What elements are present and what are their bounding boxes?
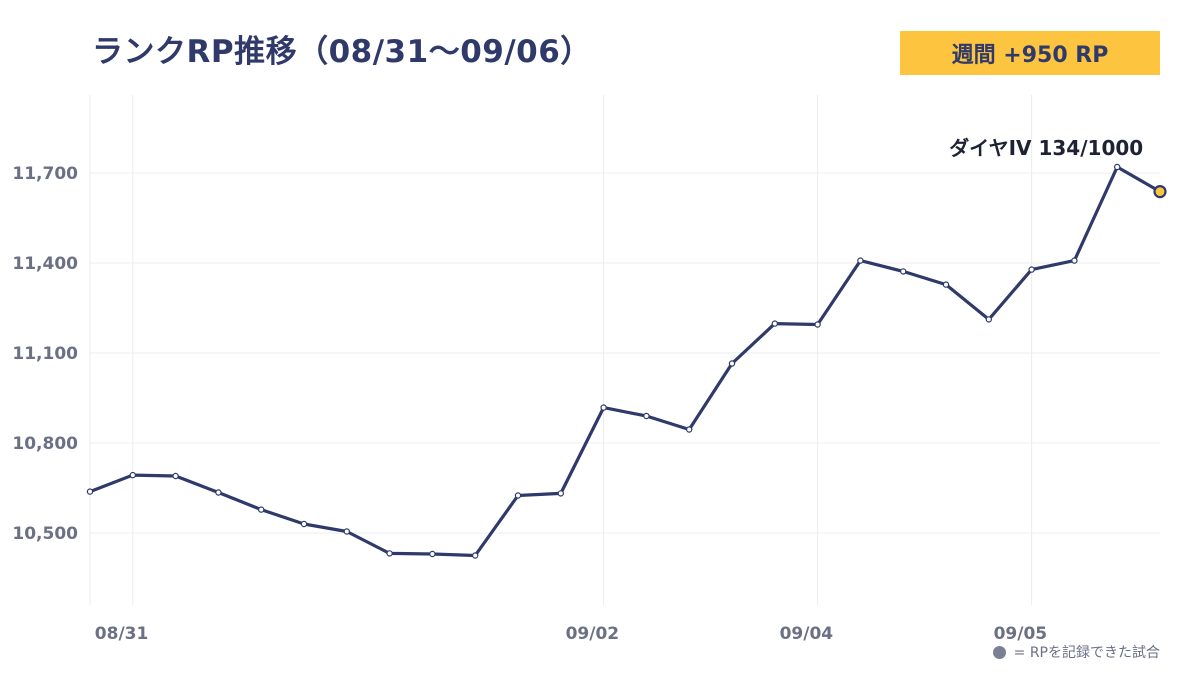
x-tick-label: 08/31	[95, 624, 149, 644]
rp-point	[600, 404, 607, 411]
rp-point	[728, 360, 736, 367]
y-tick-label: 10,500	[12, 524, 78, 544]
rp-point	[942, 281, 950, 288]
rp-point	[172, 472, 179, 480]
y-tick-label: 11,700	[12, 164, 78, 184]
legend-text: = RPを記録できた試合	[1013, 645, 1160, 661]
rp-point	[643, 412, 650, 420]
rp-point	[258, 506, 265, 513]
vertical-gridlines	[89, 95, 1033, 605]
match-dot-icon	[992, 645, 1006, 659]
rp-series	[86, 163, 1167, 559]
rp-point	[686, 426, 693, 433]
x-tick-label: 09/05	[994, 624, 1048, 644]
x-tick-label: 09/04	[780, 624, 834, 644]
x-axis-labels: 08/31 09/02 09/04 09/05	[95, 624, 1047, 644]
rp-point	[857, 257, 864, 264]
rp-point	[472, 552, 479, 559]
rp-point	[900, 268, 907, 275]
rp-point	[429, 550, 436, 558]
rank-annotation-label: ダイヤIV 134/1000	[949, 136, 1143, 160]
rp-point	[814, 321, 821, 328]
rp-point	[985, 316, 993, 323]
rp-point	[129, 471, 136, 479]
rp-point	[215, 489, 222, 496]
latest-rp-point	[1153, 185, 1167, 199]
rp-point	[514, 492, 522, 499]
rp-point	[1113, 163, 1121, 171]
rp-point	[1028, 266, 1035, 273]
rp-point	[1071, 257, 1078, 264]
chart-title: ランクRP推移（08/31〜09/06）	[92, 34, 592, 70]
y-axis-labels: 10,500 10,800 11,100 11,400 11,700	[12, 164, 78, 544]
x-tick-label: 09/02	[566, 624, 620, 644]
rp-point	[386, 550, 393, 557]
weekly-gain-badge: 週間 +950 RP	[900, 31, 1160, 75]
rank-annotation: ダイヤIV 134/1000	[949, 136, 1143, 160]
horizontal-gridlines	[90, 172, 1160, 534]
rp-point	[771, 320, 779, 327]
rp-point	[300, 520, 308, 528]
y-tick-label: 11,100	[12, 344, 78, 364]
rp-series-line	[88, 165, 1162, 558]
rp-point	[343, 528, 350, 535]
y-tick-label: 11,400	[12, 254, 78, 274]
rp-point	[86, 488, 94, 495]
y-tick-label: 10,800	[12, 434, 78, 454]
rp-point	[557, 490, 565, 497]
legend-footnote: = RPを記録できた試合	[992, 642, 1160, 662]
